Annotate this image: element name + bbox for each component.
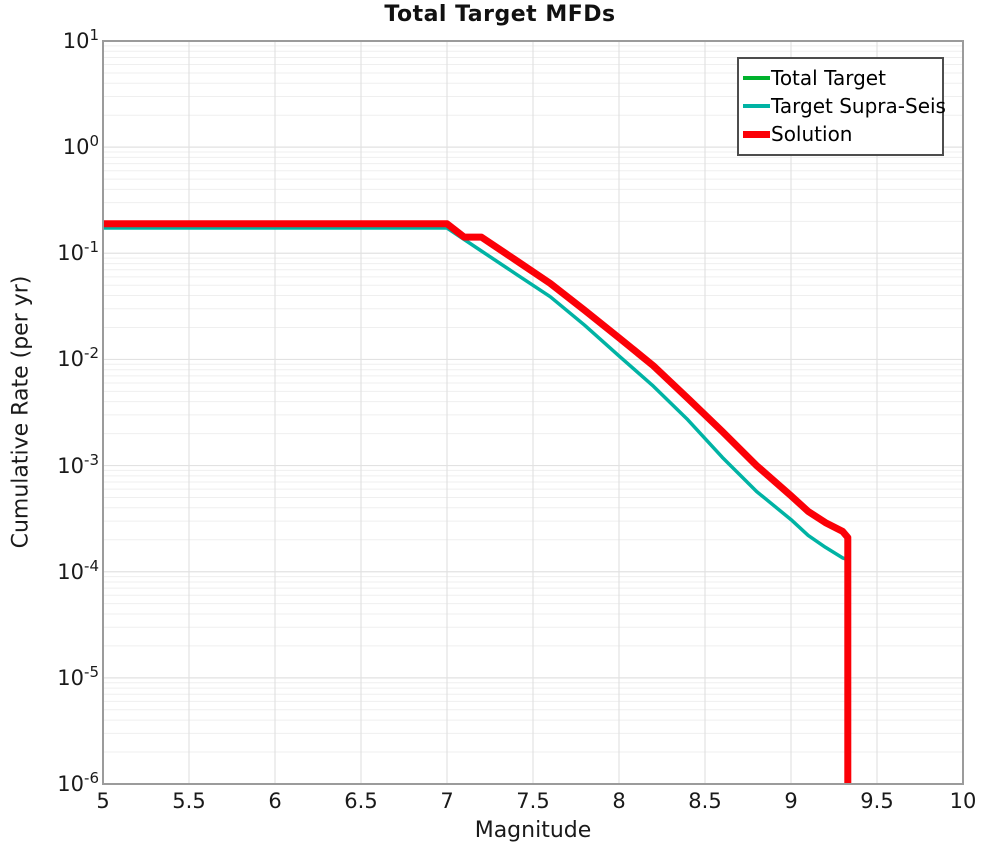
y-tick-label: 10-4 [57,556,99,584]
x-tick-label: 10 [949,789,977,813]
legend-line-swatch-target-supra-seis [743,104,770,108]
x-tick-label: 6 [268,789,282,813]
y-tick-label: 10-3 [57,450,99,478]
y-tick-label: 10-1 [57,238,99,266]
legend-item-target-supra-seis: Target Supra-Seis [743,92,946,120]
x-tick-label: 8 [612,789,626,813]
x-tick-label: 8.5 [688,789,722,813]
series-line-solution [103,220,852,784]
legend-label: Solution [771,122,853,146]
legend-item-total-target: Total Target [743,64,936,92]
x-tick-label: 7.5 [516,789,550,813]
chart-title: Total Target MFDs [384,2,616,27]
x-tick-label: 9.5 [860,789,894,813]
legend-label: Total Target [771,66,886,90]
x-tick-label: 6.5 [344,789,378,813]
x-tick-label: 5 [96,789,110,813]
legend-line-swatch-total-target [743,76,770,80]
y-tick-label: 100 [62,132,99,160]
x-axis-label: Magnitude [474,818,592,843]
y-tick-label: 10-5 [57,662,99,690]
legend-item-solution: Solution [743,120,936,148]
plot-border [102,40,964,785]
legend: Total Target Target Supra-Seis Solution [737,57,946,156]
x-tick-label: 9 [784,789,798,813]
series-line-target-supra-seis [103,226,850,784]
legend-label: Target Supra-Seis [771,94,946,118]
series-line-total-target [103,221,850,784]
x-tick-label: 7 [440,789,454,813]
y-tick-label: 10-2 [57,344,99,372]
x-tick-label: 5.5 [172,789,206,813]
y-tick-label: 10-6 [57,769,99,797]
legend-line-swatch-solution [743,130,770,138]
y-tick-label: 101 [62,26,99,54]
